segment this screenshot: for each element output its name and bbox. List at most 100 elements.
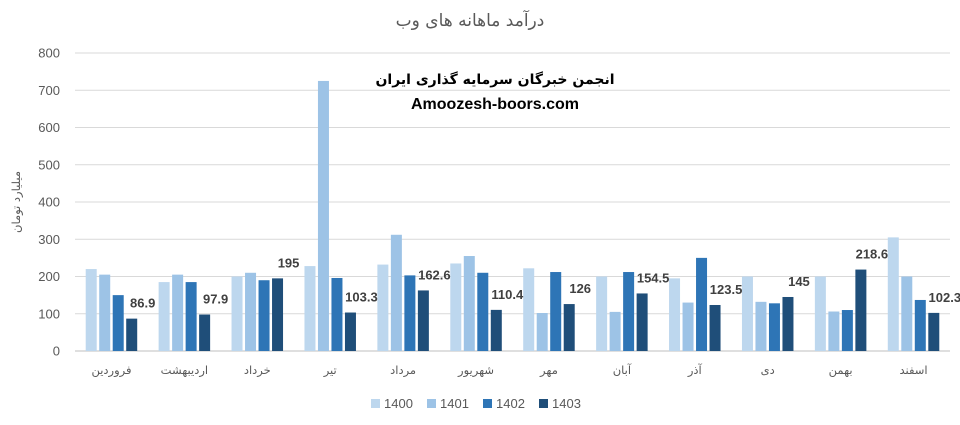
data-label: 218.6 — [856, 247, 889, 262]
bar — [887, 237, 899, 351]
watermark-line-2: Amoozesh-boors.com — [411, 96, 579, 113]
bar — [682, 302, 694, 351]
data-label: 97.9 — [203, 292, 228, 307]
bars — [85, 80, 940, 351]
bar — [741, 276, 753, 351]
bar — [814, 276, 826, 351]
x-category-label: مهر — [539, 363, 558, 378]
y-axis-label: میلیارد تومان — [9, 171, 24, 233]
bar — [112, 295, 124, 351]
bar — [463, 256, 475, 351]
bar — [563, 304, 575, 351]
legend-swatch — [539, 399, 548, 408]
x-category-label: خرداد — [244, 363, 271, 378]
y-tick-label: 800 — [38, 46, 60, 61]
bar — [304, 266, 316, 351]
bar — [490, 309, 502, 351]
data-label: 110.4 — [491, 287, 524, 302]
data-label: 86.9 — [130, 296, 155, 311]
legend-swatch — [483, 399, 492, 408]
watermark-line-1: انجمن خبرگان سرمایه گذاری ایران — [375, 71, 614, 88]
y-tick-label: 0 — [53, 344, 60, 359]
bar — [158, 282, 170, 351]
bar — [417, 290, 429, 351]
bar — [928, 312, 940, 351]
data-label: 102.3 — [929, 290, 960, 305]
bar — [696, 257, 708, 351]
bar — [450, 263, 462, 351]
bar — [185, 282, 197, 351]
x-category-label: دی — [761, 363, 775, 377]
bar — [669, 278, 681, 351]
x-axis-categories: فروردین اردیبهشت خرداد تیر مرداد شهریور مهر آبا… — [91, 363, 927, 378]
data-label: 126 — [569, 281, 591, 296]
bar — [914, 299, 926, 351]
bar — [636, 293, 648, 351]
y-tick-label: 400 — [38, 195, 60, 210]
legend-label: 1400 — [384, 396, 413, 411]
legend-label: 1401 — [440, 396, 469, 411]
bar — [172, 274, 184, 351]
bar — [828, 311, 840, 351]
bar — [782, 296, 794, 351]
y-tick-label: 700 — [38, 83, 60, 98]
data-label: 123.5 — [710, 282, 743, 297]
bar — [231, 276, 243, 351]
bar — [623, 272, 635, 351]
bar — [755, 301, 767, 351]
bar — [768, 303, 780, 351]
data-label: 195 — [278, 255, 300, 270]
bar — [390, 234, 402, 351]
bar — [199, 314, 211, 351]
bar — [331, 277, 343, 351]
legend-label: 1403 — [552, 396, 581, 411]
x-category-label: فروردین — [91, 363, 131, 378]
bar — [855, 269, 867, 351]
x-category-label: تیر — [323, 363, 337, 378]
bar — [272, 278, 284, 351]
y-tick-label: 300 — [38, 232, 60, 247]
gridlines — [75, 52, 950, 352]
x-category-label: بهمن — [829, 363, 853, 378]
bar — [245, 272, 257, 351]
bar — [536, 313, 548, 351]
y-tick-label: 600 — [38, 120, 60, 135]
bar — [477, 272, 489, 351]
legend-label: 1402 — [496, 396, 525, 411]
bar — [550, 272, 562, 351]
x-category-label: شهریور — [457, 363, 494, 378]
data-label: 162.6 — [418, 267, 451, 282]
bar — [258, 280, 270, 351]
chart-title: درآمد ماهانه های وب — [396, 9, 545, 31]
y-tick-label: 500 — [38, 157, 60, 172]
data-labels: 86.9 97.9 195 103.3 162.6 110.4 126 154.5 123.5 1… — [130, 247, 960, 311]
y-axis-ticks: 0 100 200 300 400 500 600 700 800 — [38, 46, 60, 359]
bar — [709, 304, 721, 351]
data-label: 154.5 — [637, 270, 670, 285]
bar — [377, 264, 389, 351]
bar — [523, 268, 535, 351]
data-label: 103.3 — [345, 290, 378, 305]
bar — [99, 274, 111, 351]
x-category-label: آبان — [613, 363, 632, 377]
bar — [126, 318, 138, 351]
bar — [901, 276, 913, 351]
y-tick-label: 200 — [38, 269, 60, 284]
x-category-label: آذر — [687, 363, 703, 378]
bar — [344, 312, 356, 351]
legend-swatch — [371, 399, 380, 408]
y-tick-label: 100 — [38, 306, 60, 321]
x-category-label: اسفند — [899, 363, 927, 377]
data-label: 145 — [788, 274, 810, 289]
bar — [404, 275, 416, 351]
x-category-label: مرداد — [390, 363, 416, 378]
legend: 1400 1401 1402 1403 — [371, 396, 581, 411]
bar — [85, 269, 97, 351]
legend-swatch — [427, 399, 436, 408]
bar — [596, 276, 608, 351]
x-category-label: اردیبهشت — [161, 363, 208, 378]
bar — [609, 311, 621, 351]
bar — [317, 80, 329, 351]
bar — [841, 310, 853, 351]
